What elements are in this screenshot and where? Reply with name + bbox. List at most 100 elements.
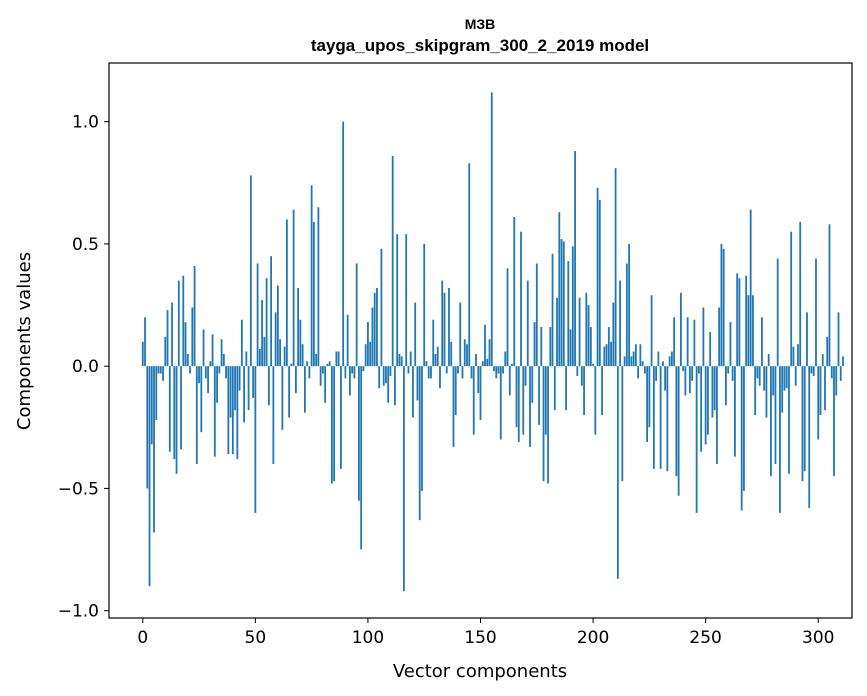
- bar-146: [470, 366, 473, 379]
- bar-1: [144, 317, 146, 367]
- bar-177: [540, 327, 543, 367]
- bar-139: [454, 366, 457, 416]
- x-axis-label: Vector components: [393, 661, 567, 682]
- bar-160: [502, 366, 504, 374]
- bar-138: [452, 366, 455, 447]
- bar-298: [812, 366, 815, 376]
- x-tick-label: 150: [464, 628, 496, 648]
- bar-163: [508, 366, 511, 396]
- y-tick-label: −0.5: [58, 479, 99, 499]
- x-tick-label: 0: [137, 628, 148, 648]
- bar-76: [312, 221, 315, 367]
- bar-170: [524, 366, 527, 386]
- bar-221: [639, 344, 642, 367]
- bar-107: [382, 366, 385, 386]
- bar-42: [236, 366, 239, 460]
- bar-78: [317, 207, 320, 367]
- bar-9: [162, 366, 164, 381]
- bar-279: [770, 366, 772, 477]
- bar-301: [819, 366, 822, 416]
- bar-79: [319, 366, 322, 386]
- y-axis-label: Components values: [14, 252, 35, 430]
- bar-137: [450, 341, 453, 367]
- bar-15: [175, 366, 178, 474]
- bar-77: [315, 353, 318, 367]
- bar-187: [562, 241, 565, 367]
- bar-248: [700, 366, 703, 452]
- bar-28: [204, 366, 207, 379]
- bar-178: [542, 366, 545, 482]
- bar-38: [227, 366, 230, 455]
- bar-168: [520, 231, 522, 367]
- bar-282: [776, 258, 779, 367]
- bar-3: [148, 366, 151, 587]
- bar-124: [421, 366, 423, 491]
- bar-69: [297, 287, 300, 367]
- bar-303: [824, 366, 826, 411]
- bar-194: [578, 297, 581, 367]
- bar-190: [569, 329, 572, 367]
- bar-51: [256, 263, 259, 367]
- bar-140: [457, 366, 459, 374]
- bar-228: [655, 366, 658, 381]
- bar-232: [664, 366, 667, 391]
- bar-58: [272, 366, 275, 464]
- bar-46: [245, 351, 248, 367]
- bar-53: [261, 300, 263, 367]
- bar-226: [650, 295, 653, 367]
- bar-233: [666, 366, 669, 472]
- bar-144: [466, 344, 468, 367]
- bar-133: [441, 280, 444, 367]
- bar-294: [803, 366, 806, 472]
- bar-41: [234, 366, 236, 411]
- bar-100: [367, 322, 369, 367]
- bar-161: [504, 351, 507, 367]
- bar-22: [191, 307, 194, 367]
- x-tick-label: 100: [352, 628, 384, 648]
- bar-143: [463, 339, 466, 367]
- bar-10: [164, 336, 167, 367]
- bar-198: [587, 305, 590, 367]
- bar-80: [321, 366, 324, 374]
- bar-65: [288, 366, 291, 418]
- bar-252: [709, 331, 712, 367]
- chart-title-line1: МЗВ: [465, 16, 496, 32]
- bar-240: [682, 366, 685, 372]
- bar-30: [209, 361, 212, 367]
- bar-212: [619, 280, 621, 367]
- bar-199: [589, 327, 592, 367]
- bar-54: [263, 336, 266, 367]
- bar-256: [718, 307, 721, 367]
- bar-295: [806, 312, 808, 367]
- bar-126: [425, 361, 428, 367]
- bar-95: [355, 263, 358, 367]
- bar-0: [141, 341, 144, 367]
- bar-307: [833, 366, 835, 477]
- bar-311: [842, 356, 844, 367]
- bar-92: [349, 366, 351, 396]
- bar-253: [711, 366, 714, 418]
- bar-185: [558, 212, 561, 367]
- bar-109: [387, 366, 390, 403]
- bar-89: [342, 121, 345, 367]
- bar-150: [479, 366, 482, 420]
- bar-20: [186, 353, 189, 367]
- bar-120: [412, 366, 414, 418]
- bar-202: [596, 187, 599, 367]
- bar-8: [159, 366, 162, 374]
- bar-302: [821, 353, 824, 367]
- bar-211: [616, 366, 619, 579]
- bar-114: [398, 353, 401, 367]
- bar-309: [837, 312, 840, 367]
- bar-286: [785, 366, 788, 389]
- bar-36: [222, 353, 225, 367]
- bar-192: [574, 151, 576, 367]
- bar-227: [652, 366, 655, 469]
- bar-310: [839, 366, 842, 381]
- bar-245: [693, 319, 696, 367]
- bar-152: [484, 324, 486, 367]
- bar-213: [621, 366, 624, 482]
- bar-269: [747, 295, 750, 367]
- bar-145: [468, 163, 471, 367]
- bar-247: [698, 366, 700, 374]
